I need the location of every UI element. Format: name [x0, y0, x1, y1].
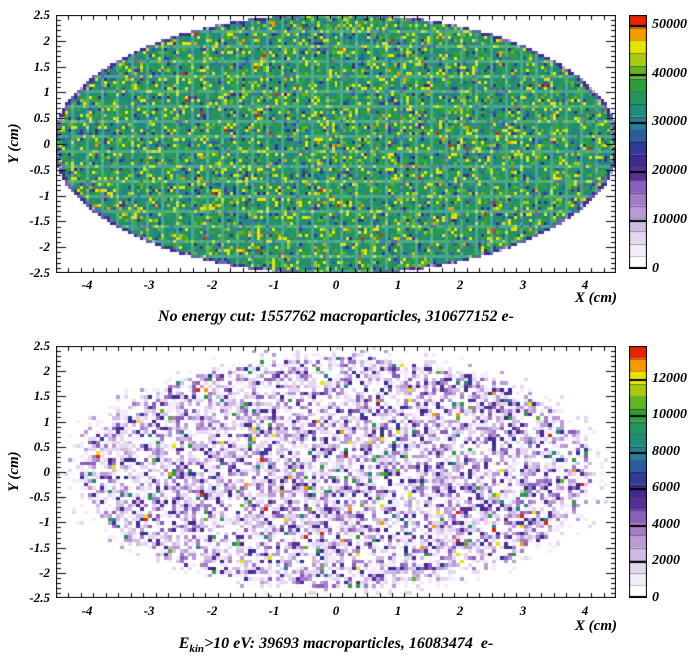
bottom-x-axis-label: X (cm) [574, 618, 617, 634]
top-x-tick-label: -1 [268, 277, 280, 292]
top-y-tick-label: 0 [43, 136, 51, 151]
bottom-x-tick-label: 4 [581, 603, 589, 618]
top-y-tick-label: 2 [43, 33, 51, 48]
top-caption: No energy cut: 1557762 macroparticles, 3… [56, 308, 616, 328]
bottom-caption-subscript: kin [189, 643, 205, 656]
bottom-y-tick-label: 0.5 [33, 439, 50, 454]
bottom-colorbar-tick-label: 10000 [652, 407, 687, 422]
top-y-tick-label: -1 [39, 188, 50, 203]
top-x-tick-label: 2 [456, 277, 464, 292]
top-colorbar-tick-label: 30000 [652, 114, 687, 129]
top-colorbar-tick-label: 50000 [652, 17, 687, 32]
bottom-colorbar-tick-label: 4000 [652, 517, 680, 532]
top-colorbar [629, 15, 647, 269]
top-heatmap-canvas [56, 15, 616, 273]
top-x-tick-label: -3 [143, 277, 155, 292]
bottom-colorbar-tick-label: 12000 [652, 371, 687, 386]
bottom-y-tick-label: -1 [39, 514, 50, 529]
bottom-y-tick-label: 1 [43, 414, 51, 429]
top-colorbar-tick-label: 10000 [652, 212, 687, 227]
top-colorbar-tick-label: 20000 [652, 163, 687, 178]
bottom-x-tick-label: -4 [81, 603, 93, 618]
bottom-y-tick-label: 1.5 [33, 388, 50, 403]
top-y-tick-label: 1 [43, 84, 51, 99]
top-y-tick-label: -2.5 [29, 265, 50, 280]
top-y-tick-label: 1.5 [33, 59, 50, 74]
bottom-caption-prefix: E [178, 635, 190, 652]
bottom-y-tick-label: 0 [43, 464, 51, 479]
bottom-colorbar-tick-label: 2000 [652, 553, 680, 568]
bottom-heatmap-canvas [56, 346, 616, 598]
bottom-colorbar-tick-label: 8000 [652, 444, 680, 459]
top-x-axis-label: X (cm) [574, 290, 617, 306]
top-y-tick-label: -1.5 [29, 213, 50, 228]
top-colorbar-tick-label: 40000 [652, 66, 687, 81]
top-x-tick-label: 0 [332, 277, 340, 292]
bottom-y-tick-label: 2 [43, 363, 51, 378]
bottom-colorbar-tick-label: 6000 [652, 480, 680, 495]
top-colorbar-tick-label: 0 [652, 261, 659, 276]
bottom-y-tick-label: -2 [39, 565, 50, 580]
bottom-x-tick-label: 3 [519, 603, 527, 618]
bottom-x-tick-label: 1 [394, 603, 402, 618]
bottom-x-tick-label: -3 [143, 603, 155, 618]
top-x-tick-label: -4 [81, 277, 93, 292]
bottom-x-tick-label: -1 [268, 603, 280, 618]
bottom-colorbar [629, 346, 647, 598]
top-x-tick-label: 1 [394, 277, 402, 292]
bottom-x-tick-label: 2 [456, 603, 464, 618]
top-y-tick-label: -0.5 [29, 162, 50, 177]
bottom-y-tick-label: -0.5 [29, 489, 50, 504]
bottom-y-tick-label: -2.5 [29, 590, 50, 605]
bottom-x-tick-label: -2 [206, 603, 218, 618]
top-x-tick-label: 3 [519, 277, 527, 292]
top-y-tick-label: 2.5 [33, 7, 50, 22]
top-y-tick-label: 0.5 [33, 110, 50, 125]
bottom-caption: Ekin>10 eV: 39693 macroparticles, 160834… [56, 635, 616, 655]
bottom-x-tick-label: 0 [332, 603, 340, 618]
top-y-tick-label: -2 [39, 239, 50, 254]
top-caption-text: No energy cut: 1557762 macroparticles, 3… [158, 308, 514, 325]
bottom-y-tick-label: -1.5 [29, 540, 50, 555]
bottom-y-tick-label: 2.5 [33, 338, 50, 353]
top-x-tick-label: -2 [206, 277, 218, 292]
bottom-caption-text: >10 eV: 39693 macroparticles, 16083474 e… [204, 635, 494, 652]
top-x-tick-label: 4 [581, 277, 589, 292]
bottom-colorbar-tick-label: 0 [652, 590, 659, 605]
